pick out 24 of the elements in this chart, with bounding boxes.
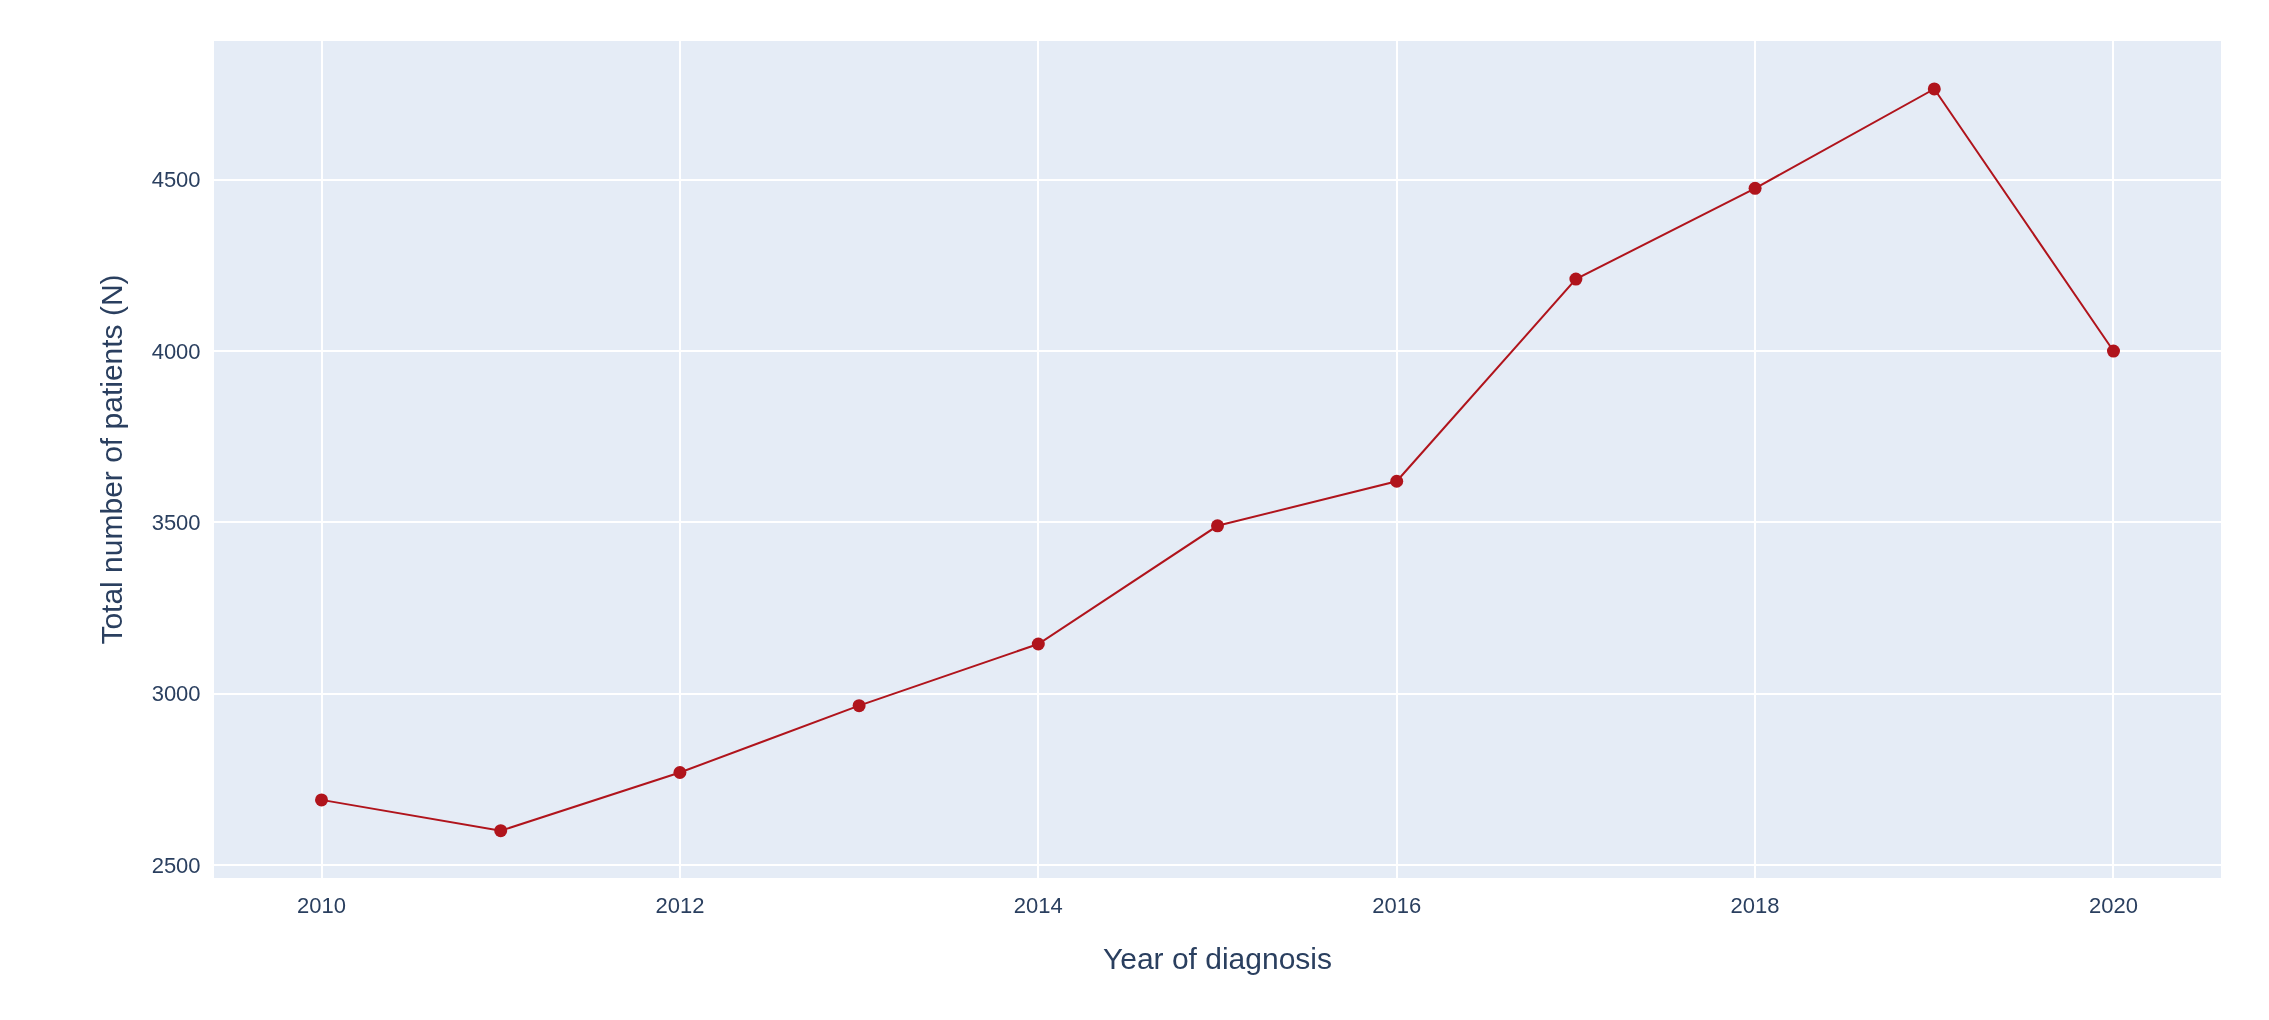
point [852, 699, 866, 713]
y-tick-label: 3000 [151, 681, 201, 707]
x-tick-label: 2018 [1730, 893, 1780, 919]
point [1748, 181, 1762, 195]
point [1569, 272, 1583, 286]
y-tick-label: 3500 [151, 510, 201, 536]
point [2106, 344, 2120, 358]
y-tick-label: 2500 [151, 852, 201, 878]
x-tick-label: 2010 [297, 893, 346, 919]
point [494, 824, 508, 838]
y-axis-title: Total number of patients (N) [94, 274, 128, 645]
y-tick-label: 4500 [151, 167, 201, 193]
x-tick-label: 2020 [2089, 893, 2138, 919]
x-axis-title: Year of diagnosis [1102, 941, 1333, 975]
point [1390, 474, 1404, 488]
point [673, 765, 687, 779]
x-tick-label: 2014 [1013, 893, 1063, 919]
point [1927, 82, 1941, 96]
x-tick-label: 2012 [655, 893, 705, 919]
x-tick-label: 2016 [1372, 893, 1422, 919]
point [315, 793, 329, 807]
point [1211, 519, 1224, 533]
point [1031, 637, 1045, 651]
y-tick-label: 4000 [151, 338, 201, 364]
